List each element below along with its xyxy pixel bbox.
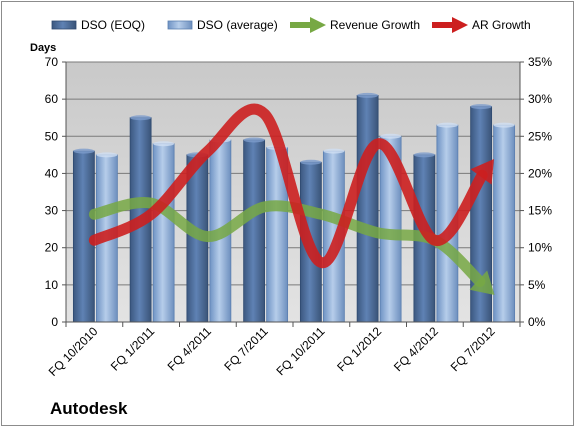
bar-dso-average-: [493, 124, 516, 323]
legend-label-dso-average-: DSO (average): [197, 18, 278, 32]
x-tick-label: FQ 1/2011: [108, 324, 158, 374]
arrowhead-revenue-growth: [469, 270, 495, 295]
y-tick-label: 0: [51, 315, 58, 329]
legend-swatch-dso-eoq-: [51, 20, 77, 30]
bar-top: [243, 137, 265, 143]
y-tick-label: 30: [45, 204, 59, 218]
line-ar-growth: [88, 103, 488, 269]
legend-arrow-ar-growth: [452, 17, 468, 33]
bar-top: [493, 122, 515, 128]
bar-top: [300, 159, 322, 165]
y2-tick-label: 30%: [528, 92, 552, 106]
y2-tick-label: 35%: [528, 55, 552, 69]
y-axis-label: Days: [30, 42, 56, 54]
bar-top: [153, 141, 175, 147]
legend-arrow-revenue-growth: [310, 17, 326, 33]
legend-label-ar-growth: AR Growth: [472, 18, 531, 32]
arrowhead-ar-growth: [470, 159, 494, 185]
bar-top: [470, 104, 492, 110]
y-tick-label: 20: [45, 241, 59, 255]
y2-tick-label: 20%: [528, 166, 552, 180]
company-name: Autodesk: [50, 399, 128, 418]
x-tick-label: FQ 4/2011: [165, 324, 215, 374]
y2-tick-label: 0%: [528, 315, 546, 329]
bar-top: [436, 122, 458, 128]
y-tick-label: 50: [45, 129, 59, 143]
x-tick-label: FQ 7/2011: [221, 324, 271, 374]
bar-top: [380, 133, 402, 139]
x-tick-label: FQ 4/2012: [391, 324, 441, 374]
bar-top: [323, 148, 345, 154]
y2-tick-label: 5%: [528, 278, 546, 292]
bar-top: [357, 92, 379, 98]
bar-top: [96, 152, 118, 158]
y-tick-label: 10: [45, 278, 59, 292]
x-tick-label: FQ 10/2010: [46, 324, 101, 379]
bar-top: [73, 148, 95, 154]
bar-dso-eoq-: [356, 95, 379, 323]
y2-tick-label: 15%: [528, 204, 552, 218]
y2-tick-label: 10%: [528, 241, 552, 255]
x-tick-label: FQ 7/2012: [448, 324, 498, 374]
legend-label-dso-eoq-: DSO (EOQ): [81, 18, 145, 32]
y-tick-label: 40: [45, 166, 59, 180]
x-tick-label: FQ 10/2011: [273, 324, 327, 378]
y2-tick-label: 25%: [528, 129, 552, 143]
bar-dso-eoq-: [243, 139, 266, 323]
y-tick-label: 60: [45, 92, 59, 106]
legend-swatch-dso-average-: [167, 20, 193, 30]
bar-top: [130, 115, 152, 121]
bar-dso-average-: [152, 143, 175, 323]
y-tick-label: 70: [45, 55, 59, 69]
legend-label-revenue-growth: Revenue Growth: [330, 18, 420, 32]
x-tick-label: FQ 1/2012: [334, 324, 384, 374]
bar-top: [413, 152, 435, 158]
